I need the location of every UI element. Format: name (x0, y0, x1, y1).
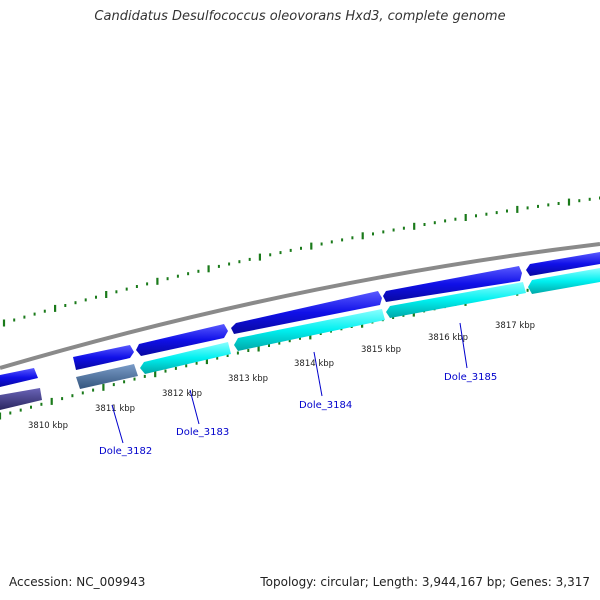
scale-label: 3816 kbp (428, 333, 468, 343)
gene-reverse-4[interactable] (234, 309, 385, 351)
gene-label[interactable]: Dole_3183 (176, 427, 229, 438)
scale-label: 3817 kbp (495, 321, 535, 331)
gene-reverse-6[interactable] (528, 268, 600, 294)
gene-labels: Dole_3182 Dole_3183 Dole_3184 Dole_3185 (99, 322, 497, 457)
genome-backbone (0, 242, 600, 370)
scale-label: 3815 kbp (361, 345, 401, 355)
scale-labels: 3810 kbp 3811 kbp 3812 kbp 3813 kbp 3814 kbp… (28, 321, 535, 431)
scale-label: 3811 kbp (95, 404, 135, 414)
gene-reverse-5[interactable] (386, 282, 526, 318)
gene-forward-6[interactable] (526, 252, 600, 276)
gene-leader-line (111, 404, 124, 444)
gene-leader-line (189, 389, 200, 425)
inner-tick-ring (0, 275, 600, 420)
gene-forward-4[interactable] (231, 291, 382, 334)
gene-forward-2[interactable] (73, 345, 134, 370)
scale-label: 3810 kbp (28, 421, 68, 431)
gene-forward-1[interactable] (0, 368, 38, 387)
outer-tick-ring (2, 196, 600, 327)
gene-leader-line (459, 322, 468, 369)
gene-forward-3[interactable] (136, 324, 228, 356)
gene-label[interactable]: Dole_3185 (444, 372, 497, 383)
gene-leader-line (313, 351, 323, 397)
gene-reverse-1[interactable] (0, 388, 42, 410)
map-title: Candidatus Desulfococcus oleovorans Hxd3… (94, 9, 506, 24)
accession-label: Accession: NC_009943 (9, 575, 146, 589)
scale-label: 3813 kbp (228, 374, 268, 384)
scale-label: 3814 kbp (294, 359, 334, 369)
gene-reverse-3[interactable] (140, 342, 231, 374)
forward-strand (0, 252, 600, 387)
gene-forward-5[interactable] (383, 266, 522, 302)
gene-label[interactable]: Dole_3184 (299, 400, 352, 411)
reverse-strand (0, 268, 600, 410)
gene-reverse-2[interactable] (76, 364, 138, 389)
gene-label[interactable]: Dole_3182 (99, 446, 152, 457)
scale-label: 3812 kbp (162, 389, 202, 399)
topology-label: Topology: circular; Length: 3,944,167 bp… (260, 575, 590, 589)
